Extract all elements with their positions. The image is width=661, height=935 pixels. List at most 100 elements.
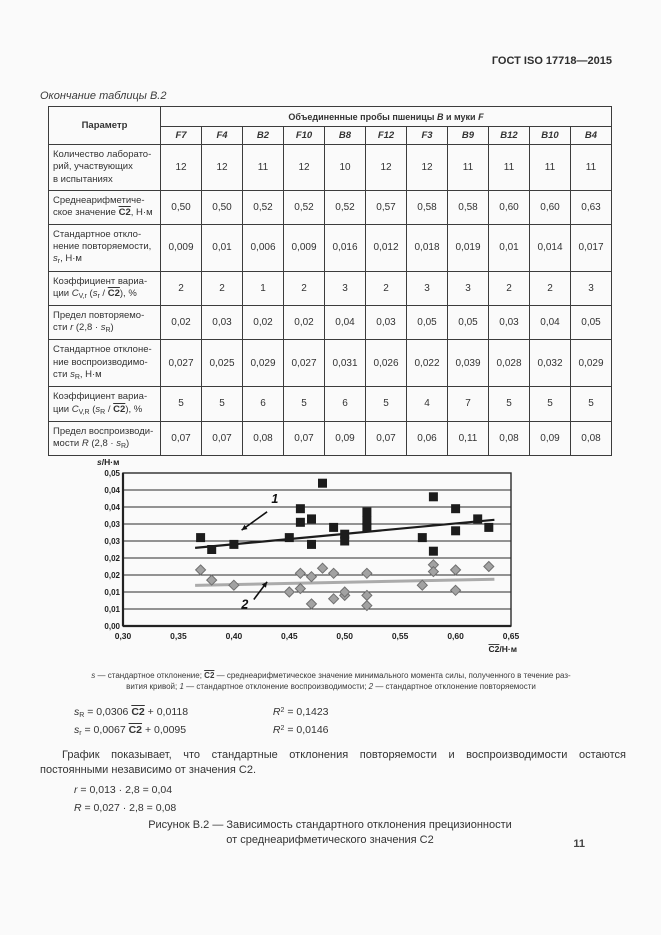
table-cell: 2 <box>488 270 530 306</box>
table-cell: 0,60 <box>529 190 571 225</box>
regression-equations: sR = 0,0306 C2 + 0,0118 R2 = 0,1423 sr =… <box>74 706 329 742</box>
table-row: Количество лаборато-рий, участвующих в ис… <box>48 143 612 192</box>
param-header: Параметр <box>48 106 161 145</box>
column-header: F7 <box>160 126 202 145</box>
table-cell: 0,022 <box>406 339 448 388</box>
column-header: B12 <box>488 126 530 145</box>
table-cell: 2 <box>365 270 407 306</box>
table-cell: 0,018 <box>406 223 448 272</box>
figure-footnote-line: s — стандартное отклонение; C2 — среднеа… <box>91 671 571 680</box>
data-point-diamond <box>449 584 462 597</box>
table-cell: 5 <box>365 386 407 422</box>
table-cell: 0,60 <box>488 190 530 225</box>
results-table-body: Количество лаборато-рий, участвующих в ис… <box>48 143 612 457</box>
x-tick-label: 0,35 <box>170 631 187 641</box>
table-cell: 0,04 <box>324 304 366 341</box>
table-cell: 5 <box>529 386 571 422</box>
table-cell: 0,019 <box>447 223 489 272</box>
table-cell: 0,58 <box>406 190 448 225</box>
table-cell: 0,11 <box>447 420 489 457</box>
table-cell: 11 <box>242 143 284 192</box>
table-cell: 11 <box>447 143 489 192</box>
table-cell: 0,09 <box>529 420 571 457</box>
data-point-diamond <box>327 567 340 580</box>
table-cell: 3 <box>447 270 489 306</box>
column-header: F4 <box>201 126 243 145</box>
results-table-wrap: Параметр Объединенные пробы пшеницы B и м… <box>48 106 612 457</box>
equation-r2: R2 = 0,0146 <box>272 724 329 736</box>
table-cell: 6 <box>324 386 366 422</box>
x-tick-label: 0,65 <box>503 631 520 641</box>
data-point-diamond <box>327 593 340 605</box>
data-point-square <box>295 504 305 514</box>
data-point-diamond <box>205 574 218 586</box>
data-point-diamond <box>294 567 307 580</box>
table-cell: 0,07 <box>201 420 243 457</box>
data-point-diamond <box>283 586 295 598</box>
table-cell: 0,009 <box>160 223 202 272</box>
table-cell: 0,02 <box>160 304 202 341</box>
table-cell: 0,08 <box>488 420 530 457</box>
y-tick-label: 0,02 <box>104 554 120 563</box>
data-point-diamond <box>427 565 440 578</box>
x-tick-label: 0,50 <box>336 631 353 641</box>
column-header: F3 <box>406 126 448 145</box>
table-cell: 12 <box>283 143 325 192</box>
table-cell: 0,01 <box>488 223 530 272</box>
table-cell: 0,02 <box>242 304 284 341</box>
table-cell: 0,028 <box>488 339 530 388</box>
table-cell: 12 <box>160 143 202 192</box>
plot-border <box>122 472 512 627</box>
table-cell: 0,016 <box>324 223 366 272</box>
data-point-square <box>329 522 339 532</box>
data-point-square <box>340 536 350 546</box>
derived-limits: r = 0,013 · 2,8 = 0,04 R = 0,027 · 2,8 =… <box>74 784 176 820</box>
data-point-diamond <box>361 567 373 580</box>
y-tick-label: 0,03 <box>104 520 120 529</box>
table-cell: 0,029 <box>242 339 284 388</box>
conclusion-paragraph: График показывает, что стандартные откло… <box>40 749 626 776</box>
table-row: Коэффициент вариа-ции CV,r (sr / C2), % 2… <box>48 270 612 306</box>
table-cell: 5 <box>160 386 202 422</box>
x-tick-label: 0,40 <box>226 631 243 641</box>
y-tick-label: 0,01 <box>104 605 120 614</box>
table-cell: 0,07 <box>365 420 407 457</box>
table-cell: 0,032 <box>529 339 571 388</box>
column-header: B2 <box>242 126 284 145</box>
equation-sr-repeatability: sr = 0,0067 C2 + 0,0095 <box>74 724 187 737</box>
data-point-square <box>451 504 461 514</box>
table-cell: 0,029 <box>570 339 612 388</box>
table-cell: 0,014 <box>529 223 571 272</box>
table-cell: 0,02 <box>283 304 325 341</box>
table-cell: 0,50 <box>160 190 202 225</box>
data-point-square <box>318 478 327 488</box>
data-point-square <box>473 514 483 524</box>
table-cell: 4 <box>406 386 448 422</box>
table-cell: 0,027 <box>160 339 202 388</box>
column-header: F12 <box>365 126 407 145</box>
data-point-square <box>484 522 494 532</box>
table-cell: 0,039 <box>447 339 489 388</box>
column-header: B8 <box>324 126 366 145</box>
data-point-square <box>428 546 438 556</box>
table-cell: 0,52 <box>283 190 325 225</box>
table-cell: 0,06 <box>406 420 448 457</box>
data-point-square <box>417 533 427 543</box>
row-label: Предел повторяемо-сти r (2,8 · sR) <box>48 304 161 341</box>
data-point-square <box>428 492 438 502</box>
table-cell: 0,04 <box>529 304 571 341</box>
x-tick-label: 0,55 <box>392 631 409 641</box>
table-cell: 0,006 <box>242 223 284 272</box>
data-point-diamond <box>305 570 318 583</box>
column-header: B9 <box>447 126 489 145</box>
data-point-diamond <box>316 562 329 574</box>
row-label: Количество лаборато-рий, участвующих в ис… <box>48 143 161 192</box>
data-point-square <box>295 517 305 527</box>
table-cell: 0,08 <box>570 420 612 457</box>
data-point-square <box>362 516 372 526</box>
x-axis-title: C2/Н·м <box>489 644 518 654</box>
table-cell: 3 <box>406 270 448 306</box>
standard-number: ГОСТ ISO 17718—2015 <box>491 55 612 67</box>
group-header: Объединенные пробы пшеницы B и муки F <box>160 106 612 127</box>
repeatability-limit-formula: r = 0,013 · 2,8 = 0,04 <box>74 784 173 796</box>
